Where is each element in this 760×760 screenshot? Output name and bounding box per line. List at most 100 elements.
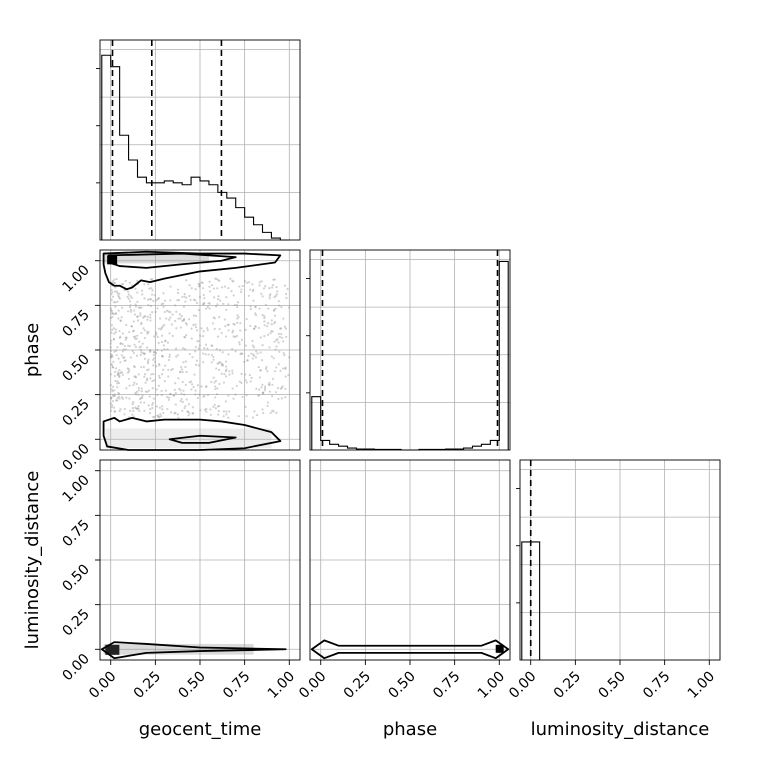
sample-point [162,302,165,305]
sample-point [200,281,203,284]
sample-point [157,327,160,330]
sample-point [116,373,119,376]
sample-point [201,287,205,290]
sample-point [109,349,113,352]
sample-point [119,361,122,364]
sample-point [135,354,139,357]
sample-point [202,330,205,333]
sample-point [275,293,278,296]
sample-point [109,346,112,349]
sample-point [164,340,167,343]
x-tick-label: 0.00 [296,669,329,702]
sample-point [164,299,167,302]
sample-point [232,322,235,326]
sample-point [244,328,247,331]
sample-point [198,393,201,396]
sample-point [118,297,121,300]
sample-point [112,313,115,316]
sample-point [152,358,155,361]
sample-point [249,380,252,383]
sample-point [121,397,124,400]
sample-point [129,304,132,307]
sample-point [168,396,171,399]
sample-point [225,368,228,371]
sample-point [132,330,135,333]
sample-point [127,290,130,293]
sample-point [202,395,205,398]
sample-point [273,340,276,343]
sample-point [165,317,168,320]
sample-point [248,373,251,377]
sample-point [164,389,167,392]
sample-point [149,304,153,308]
y-tick-label: 0.75 [59,307,92,340]
sample-point [167,318,171,321]
sample-point [143,297,146,300]
sample-point [164,364,167,367]
sample-point [140,321,143,324]
sample-point [160,405,164,408]
x-tick-label: 0.50 [175,669,208,702]
sample-point [226,323,230,326]
sample-point [146,362,150,365]
sample-point [233,323,236,326]
sample-point [118,329,121,333]
sample-point [153,357,156,360]
sample-point [176,288,180,291]
sample-point [148,395,151,398]
sample-point [161,325,164,328]
sample-point [235,384,238,388]
x-axis-label: luminosity_distance [531,719,710,740]
sample-point [223,285,227,288]
sample-point [124,338,127,341]
sample-point [111,311,114,314]
sample-point [123,407,126,411]
sample-point [176,299,179,302]
sample-point [182,389,185,392]
sample-point [133,343,136,346]
sample-point [112,338,115,341]
sample-point [147,404,150,407]
sample-point [160,349,164,352]
x-tick-label: 0.50 [385,669,418,702]
sample-point [109,355,112,358]
sample-point [138,398,142,401]
sample-point [266,322,270,325]
sample-point [234,393,237,396]
sample-point [272,278,275,281]
sample-point [239,353,242,356]
sample-point [138,340,141,343]
sample-point [146,379,149,382]
sample-point [199,334,202,337]
sample-point [174,319,177,323]
sample-point [120,316,123,319]
sample-point [182,319,185,322]
sample-point [111,355,114,358]
sample-point [254,325,257,328]
sample-point [241,352,244,355]
sample-point [142,365,146,369]
sample-point [116,399,119,402]
sample-point [132,409,135,413]
sample-point [144,373,147,376]
sample-point [222,415,225,418]
sample-point [160,389,163,393]
sample-point [196,384,200,387]
sample-point [181,295,184,299]
sample-point [111,312,114,315]
sample-point [143,283,146,286]
sample-point [167,358,171,362]
sample-point [128,330,131,334]
sample-point [268,287,271,290]
sample-point [169,316,172,319]
sample-point [156,307,159,310]
sample-point [279,369,282,372]
sample-point [165,309,169,312]
sample-point [122,348,125,351]
sample-point [130,324,133,328]
sample-point [240,352,243,355]
sample-point [185,398,188,401]
sample-point [146,360,150,363]
sample-point [269,411,272,415]
sample-point [282,340,285,343]
